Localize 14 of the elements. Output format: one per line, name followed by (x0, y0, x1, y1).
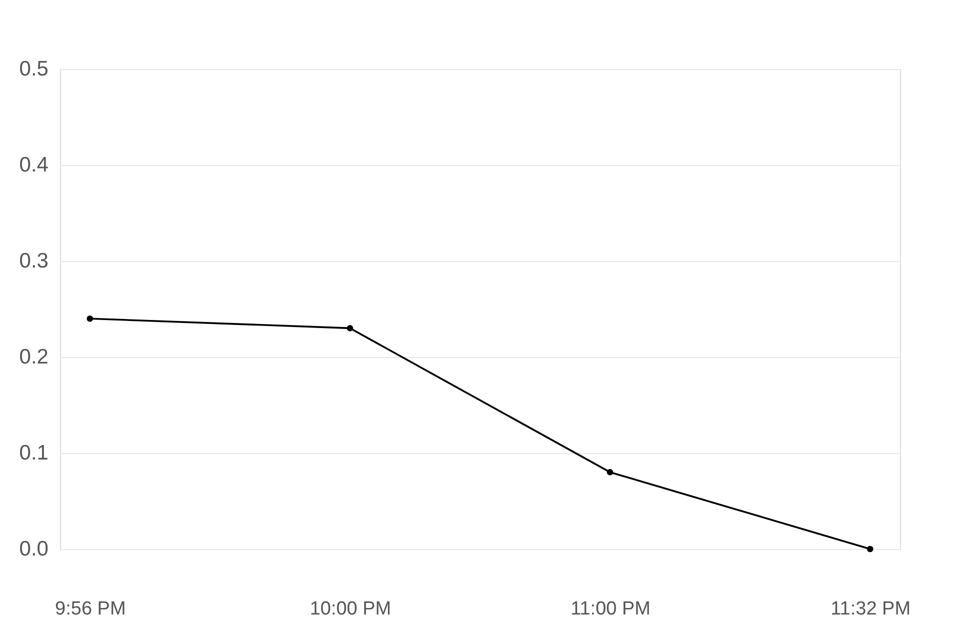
point (86, 315, 94, 322)
y-tick-label: 0.4 (19, 154, 49, 176)
y-tick-label: 0.1 (19, 442, 48, 464)
y-tick-label: 0.0 (19, 538, 48, 560)
y-tick-label: 0.3 (19, 250, 48, 272)
x-tick-label: 11:32 PM (830, 598, 911, 620)
point (346, 325, 354, 332)
x-tick-label: 10:00 PM (310, 598, 392, 620)
x-tick-label: 11:00 PM (570, 598, 650, 620)
point (606, 469, 614, 476)
y-tick-label: 0.2 (19, 346, 48, 368)
x-tick-label: 9:56 PM (55, 598, 126, 620)
y-tick-label: 0.5 (19, 58, 48, 80)
point (866, 546, 874, 552)
